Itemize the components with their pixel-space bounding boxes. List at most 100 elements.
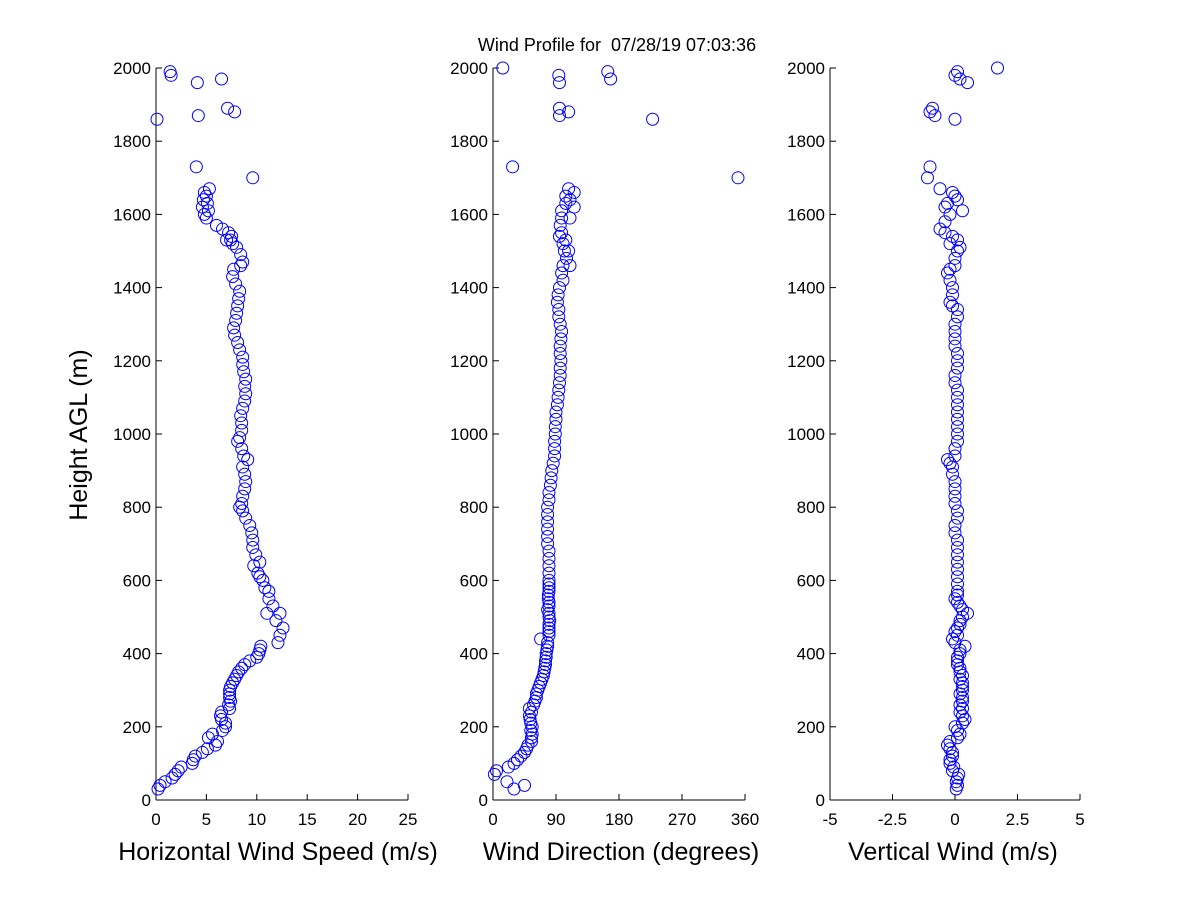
wind-direction-data-point — [563, 211, 577, 225]
wind-direction-data-point — [559, 233, 573, 247]
horizontal-wind-speed-data-point — [236, 401, 250, 415]
wind-direction-data-point — [604, 72, 618, 86]
vertical-wind-data-point — [941, 453, 954, 467]
horizontal-wind-speed-data-point — [191, 109, 205, 123]
wind-direction-data-point — [550, 398, 564, 412]
horizontal-wind-speed-data-point — [269, 614, 283, 628]
vertical-wind-data-point — [951, 310, 964, 324]
vertical-wind-data-point — [951, 570, 964, 584]
horizontal-wind-speed-data-point — [201, 731, 215, 745]
wind-direction-data-point — [541, 508, 555, 522]
wind-direction-data-point — [542, 610, 556, 624]
horizontal-wind-speed-data-point — [171, 764, 185, 778]
wind-direction-y-tick-label: 1400 — [450, 279, 488, 298]
wind-direction-data-point — [553, 339, 567, 353]
horizontal-wind-speed-y-tick-label: 2000 — [113, 59, 151, 78]
vertical-wind-y-tick-label: 800 — [797, 498, 825, 517]
horizontal-wind-speed-data-point — [231, 336, 245, 349]
wind-direction-data-point — [556, 237, 570, 251]
vertical-wind-data-point — [948, 325, 962, 339]
horizontal-wind-speed-data-point — [237, 449, 251, 463]
horizontal-wind-speed-data-point — [247, 559, 261, 573]
wind-direction-data-point — [555, 226, 569, 240]
horizontal-wind-speed-y-tick-label: 200 — [123, 718, 151, 737]
wind-direction-data-point — [545, 464, 559, 478]
vertical-wind-y-tick-label: 200 — [797, 718, 825, 737]
vertical-wind-y-tick-label: 1600 — [787, 205, 825, 224]
vertical-wind-data-point — [948, 526, 962, 540]
vertical-wind-data-point — [951, 412, 964, 426]
wind-direction-data-point — [552, 310, 566, 324]
wind-direction-data-point — [646, 112, 660, 126]
vertical-wind-data-point — [948, 339, 962, 353]
horizontal-wind-speed-data-point — [239, 475, 253, 489]
horizontal-wind-speed-data-point — [210, 734, 224, 748]
horizontal-wind-speed-data-point — [200, 742, 214, 756]
vertical-wind-data-point — [948, 449, 962, 463]
vertical-wind-data-point — [951, 346, 964, 360]
wind-direction-data-point — [541, 515, 555, 529]
horizontal-wind-speed-data-point — [215, 705, 229, 719]
horizontal-wind-speed-data-point — [273, 606, 287, 620]
horizontal-wind-speed-data-point — [226, 270, 240, 284]
wind-direction-data-point — [541, 639, 555, 653]
vertical-wind-data-point — [943, 734, 957, 748]
wind-direction-data-point — [507, 756, 521, 770]
wind-direction-data-point — [556, 259, 570, 273]
vertical-wind-x-tick-label: -2.5 — [878, 810, 907, 829]
vertical-wind-data-point — [953, 698, 967, 712]
horizontal-wind-speed-data-point — [266, 599, 280, 613]
vertical-wind-data-point — [951, 723, 964, 737]
horizontal-wind-speed-data-point — [229, 314, 243, 328]
vertical-wind-data-point — [943, 237, 957, 251]
horizontal-wind-speed-data-point — [233, 343, 247, 357]
horizontal-wind-speed-data-point — [235, 497, 249, 511]
vertical-wind-data-point — [956, 669, 969, 683]
vertical-wind-data-point — [948, 442, 962, 456]
vertical-wind-y-tick-label: 1800 — [787, 132, 825, 151]
vertical-wind-data-point — [951, 504, 964, 518]
wind-direction-data-point — [553, 101, 566, 115]
wind-direction-data-point — [553, 368, 567, 382]
wind-direction-data-point — [557, 244, 571, 258]
vertical-wind-x-tick-label: -5 — [822, 810, 837, 829]
wind-direction-data-point — [548, 442, 562, 456]
horizontal-wind-speed-data-point — [236, 357, 250, 371]
wind-direction-y-tick-label: 1000 — [450, 425, 488, 444]
horizontal-wind-speed-data-point — [234, 248, 248, 262]
horizontal-wind-speed-data-point — [227, 321, 241, 335]
wind-direction-x-tick-label: 180 — [605, 810, 633, 829]
vertical-wind-data-point — [953, 672, 967, 686]
horizontal-wind-speed-data-point — [256, 573, 270, 587]
vertical-wind-data-point — [923, 160, 937, 174]
vertical-wind-data-point — [958, 639, 972, 653]
horizontal-wind-speed-data-point — [186, 753, 200, 767]
vertical-wind-x-tick-label: 0 — [950, 810, 959, 829]
horizontal-wind-speed-data-point — [226, 676, 240, 690]
wind-direction-data-point — [554, 354, 568, 368]
horizontal-wind-speed-data-point — [202, 182, 216, 196]
vertical-wind-x-tick-label: 5 — [1075, 810, 1084, 829]
horizontal-wind-speed-data-point — [243, 654, 257, 668]
vertical-wind-data-point — [948, 112, 962, 126]
vertical-wind-y-tick-label: 600 — [797, 571, 825, 590]
vertical-wind-data-point — [956, 694, 969, 708]
vertical-wind-data-point — [926, 101, 939, 115]
vertical-wind-data-point — [948, 251, 962, 265]
horizontal-wind-speed-data-point — [253, 570, 267, 584]
horizontal-wind-speed-data-point — [236, 350, 250, 364]
horizontal-wind-speed-data-point — [238, 482, 252, 496]
horizontal-wind-speed-data-point — [273, 628, 287, 642]
vertical-wind-data-point — [956, 680, 969, 694]
wind-direction-data-point — [553, 346, 567, 360]
vertical-wind-y-tick-label: 1400 — [787, 279, 825, 298]
wind-direction-y-tick-label: 400 — [460, 645, 488, 664]
wind-direction-data-point — [559, 196, 573, 210]
wind-direction-y-tick-label: 1600 — [450, 205, 488, 224]
vertical-wind-data-point — [951, 562, 964, 576]
wind-direction-data-point — [555, 266, 569, 280]
wind-direction-data-point — [500, 775, 514, 789]
horizontal-wind-speed-data-point — [227, 262, 241, 276]
wind-direction-data-point — [552, 383, 566, 397]
y-axis-label: Height AGL (m) — [65, 349, 93, 520]
